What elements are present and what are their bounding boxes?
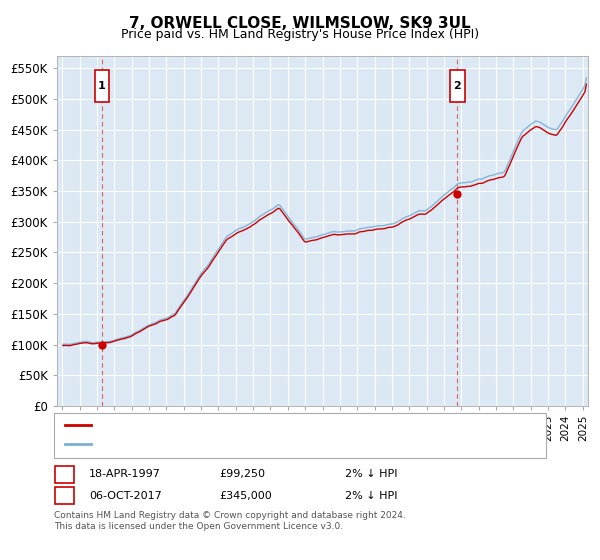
Text: HPI: Average price, detached house, Cheshire East: HPI: Average price, detached house, Ches… — [95, 439, 377, 449]
Text: 7, ORWELL CLOSE, WILMSLOW, SK9 3UL: 7, ORWELL CLOSE, WILMSLOW, SK9 3UL — [129, 16, 471, 31]
Text: 18-APR-1997: 18-APR-1997 — [89, 469, 161, 479]
Text: £345,000: £345,000 — [219, 491, 272, 501]
Text: 2% ↓ HPI: 2% ↓ HPI — [345, 491, 398, 501]
Text: 06-OCT-2017: 06-OCT-2017 — [89, 491, 161, 501]
Text: 7, ORWELL CLOSE, WILMSLOW, SK9 3UL (detached house): 7, ORWELL CLOSE, WILMSLOW, SK9 3UL (deta… — [95, 420, 421, 430]
FancyBboxPatch shape — [450, 70, 464, 101]
Text: 1: 1 — [98, 81, 106, 91]
Text: 1: 1 — [61, 469, 68, 479]
Text: This data is licensed under the Open Government Licence v3.0.: This data is licensed under the Open Gov… — [54, 522, 343, 531]
Text: Price paid vs. HM Land Registry's House Price Index (HPI): Price paid vs. HM Land Registry's House … — [121, 28, 479, 41]
Text: 2: 2 — [61, 491, 68, 501]
Text: 2: 2 — [453, 81, 461, 91]
Text: £99,250: £99,250 — [219, 469, 265, 479]
Text: 2% ↓ HPI: 2% ↓ HPI — [345, 469, 398, 479]
FancyBboxPatch shape — [95, 70, 109, 101]
Text: Contains HM Land Registry data © Crown copyright and database right 2024.: Contains HM Land Registry data © Crown c… — [54, 511, 406, 520]
